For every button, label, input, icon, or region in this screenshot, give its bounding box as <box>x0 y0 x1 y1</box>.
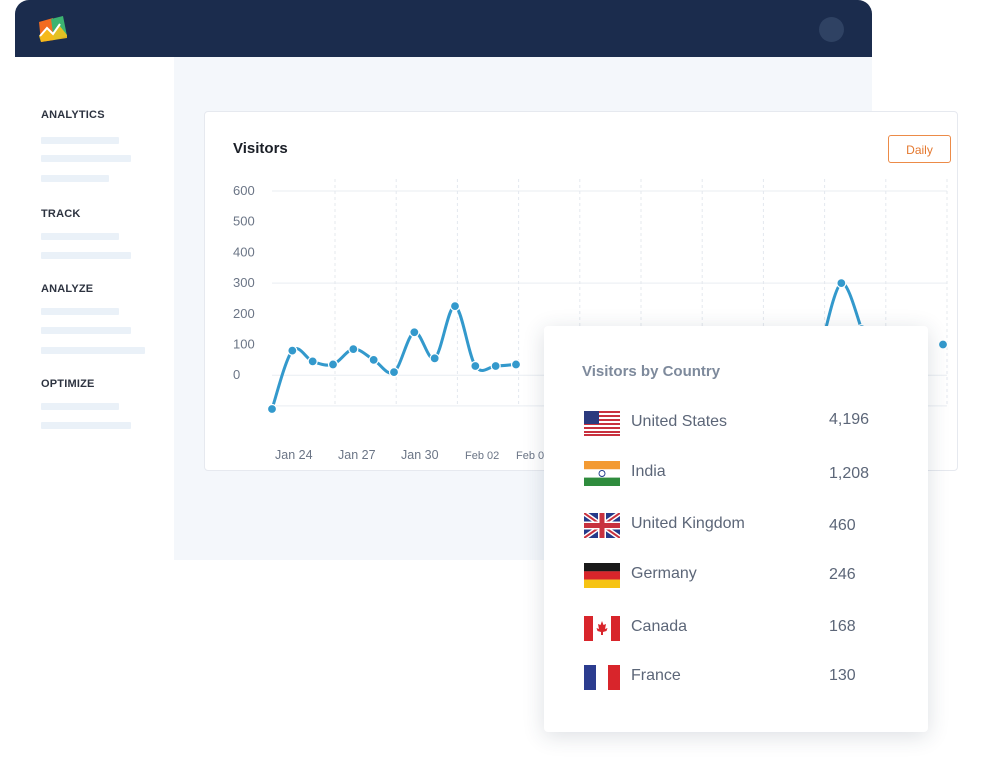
country-visitor-count: 460 <box>829 517 856 534</box>
data-point <box>348 344 359 355</box>
sidebar: ANALYTICS TRACK ANALYZE OPTIMIZE <box>15 57 174 560</box>
data-point <box>287 345 298 356</box>
y-tick-label: 400 <box>233 244 255 259</box>
country-card-title: Visitors by Country <box>582 363 721 380</box>
data-point <box>368 354 379 365</box>
nav-heading-analyze[interactable]: ANALYZE <box>41 283 94 295</box>
series-line <box>270 304 518 411</box>
y-tick-label: 200 <box>233 306 255 321</box>
country-visitor-count: 246 <box>829 566 856 583</box>
us-flag-icon <box>584 411 620 436</box>
nav-item-placeholder[interactable] <box>41 347 145 354</box>
y-tick-label: 500 <box>233 214 255 229</box>
app-logo-icon[interactable] <box>37 16 71 44</box>
data-point <box>429 353 440 364</box>
country-row[interactable]: United States 4,196 <box>544 408 928 438</box>
india-flag-icon <box>584 461 620 486</box>
period-daily-button[interactable]: Daily <box>888 135 951 163</box>
country-visitor-count: 168 <box>829 618 856 635</box>
data-point <box>327 359 339 370</box>
country-name: India <box>631 463 666 480</box>
data-point <box>470 360 481 372</box>
country-name: France <box>631 667 681 684</box>
nav-item-placeholder[interactable] <box>41 233 119 240</box>
nav-item-placeholder[interactable] <box>41 422 131 429</box>
country-name: Canada <box>631 618 688 635</box>
germany-flag-icon <box>584 563 620 588</box>
data-point <box>449 301 461 312</box>
country-row[interactable]: France 130 <box>544 662 928 692</box>
country-row[interactable]: United Kingdom 460 <box>544 510 928 540</box>
x-tick-label: Jan 24 <box>275 448 313 462</box>
country-visitor-count: 130 <box>829 667 856 684</box>
y-tick-label: 300 <box>233 275 255 290</box>
x-tick-label: Jan 30 <box>401 448 439 462</box>
country-name: United States <box>631 413 728 430</box>
nav-heading-optimize[interactable]: OPTIMIZE <box>41 378 95 390</box>
country-name: United Kingdom <box>631 515 745 532</box>
nav-heading-track[interactable]: TRACK <box>41 208 81 220</box>
y-tick-label: 0 <box>233 367 240 382</box>
data-point <box>510 359 522 370</box>
data-point <box>266 403 278 415</box>
user-avatar[interactable] <box>819 17 844 42</box>
data-point <box>937 339 949 350</box>
data-point <box>307 356 318 367</box>
nav-heading-analytics[interactable]: ANALYTICS <box>41 109 105 121</box>
data-point <box>388 367 400 378</box>
y-tick-label: 600 <box>233 183 255 198</box>
country-row[interactable]: India 1,208 <box>544 458 928 488</box>
country-row[interactable]: Canada 168 <box>544 613 928 643</box>
country-row[interactable]: Germany 246 <box>544 560 928 590</box>
data-point <box>490 360 501 372</box>
x-tick-label: Feb 0 <box>516 450 544 462</box>
top-bar <box>15 0 872 57</box>
x-tick-label: Feb 02 <box>465 450 499 462</box>
nav-item-placeholder[interactable] <box>41 252 131 259</box>
canada-flag-icon <box>584 616 620 641</box>
country-name: Germany <box>631 565 697 582</box>
nav-item-placeholder[interactable] <box>41 137 119 144</box>
country-visitor-count: 1,208 <box>829 465 870 482</box>
visitors-by-country-card: Visitors by Country United States 4,196 … <box>544 326 928 732</box>
nav-item-placeholder[interactable] <box>41 327 131 334</box>
data-point <box>409 327 420 338</box>
nav-item-placeholder[interactable] <box>41 403 119 410</box>
france-flag-icon <box>584 665 620 690</box>
y-tick-label: 100 <box>233 337 255 352</box>
data-point <box>836 278 847 289</box>
nav-item-placeholder[interactable] <box>41 155 131 162</box>
uk-flag-icon <box>584 513 620 538</box>
nav-item-placeholder[interactable] <box>41 308 119 315</box>
x-tick-label: Jan 27 <box>338 448 376 462</box>
country-visitor-count: 4,196 <box>829 411 870 428</box>
nav-item-placeholder[interactable] <box>41 175 109 182</box>
chart-title: Visitors <box>233 140 288 157</box>
